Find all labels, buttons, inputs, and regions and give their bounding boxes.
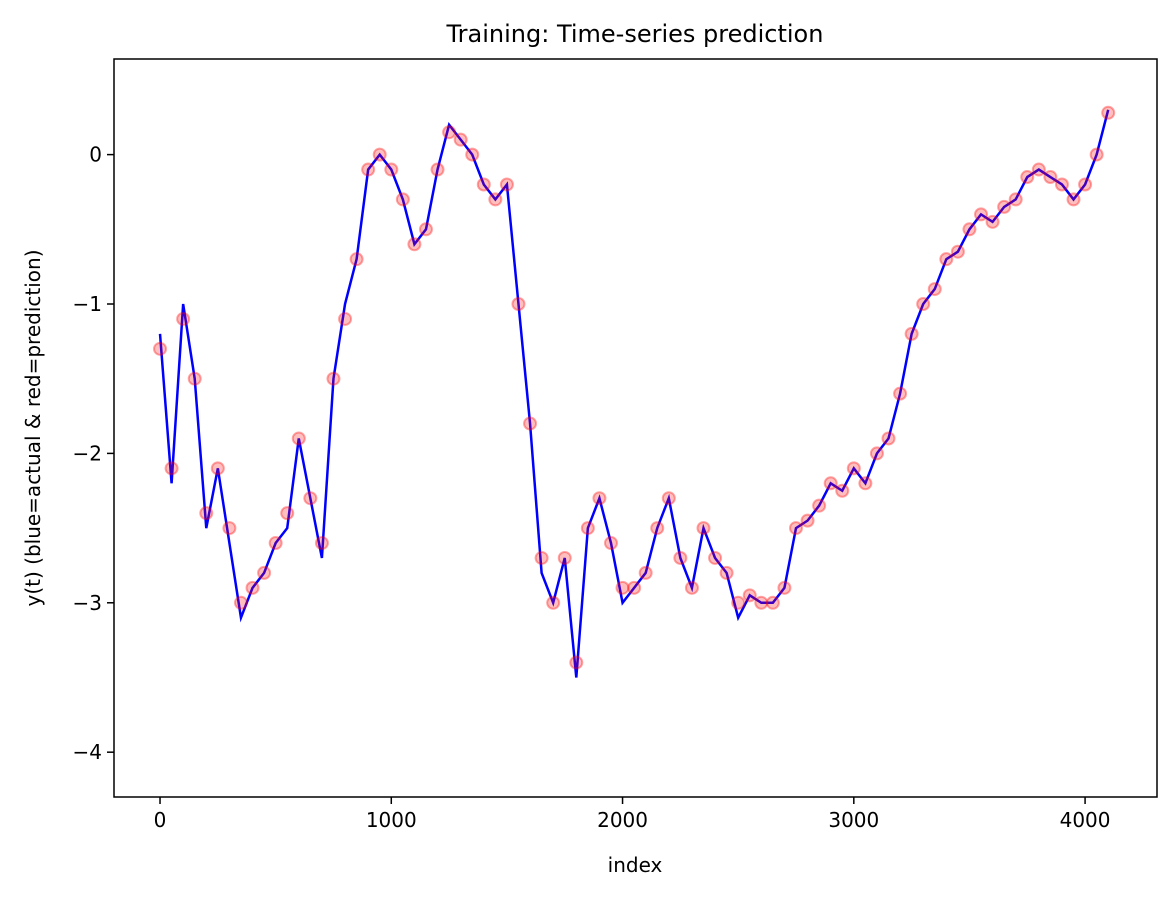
prediction-point	[893, 386, 908, 401]
prediction-point	[210, 461, 225, 476]
y-axis-label: y(t) (blue=actual & red=prediction)	[21, 249, 45, 606]
prediction-point	[731, 595, 746, 610]
prediction-point	[627, 580, 642, 595]
prediction-point	[303, 491, 318, 506]
prediction-point	[1054, 177, 1069, 192]
prediction-point	[742, 588, 757, 603]
prediction-point	[939, 252, 954, 267]
prediction-point	[291, 431, 306, 446]
prediction-point	[638, 565, 653, 580]
prediction-point	[927, 282, 942, 297]
prediction-point	[176, 311, 191, 326]
x-tick-label: 2000	[597, 808, 648, 832]
prediction-point	[1043, 170, 1058, 185]
prediction-point	[338, 311, 353, 326]
prediction-point	[615, 580, 630, 595]
x-tick-label: 1000	[366, 808, 417, 832]
prediction-point	[326, 371, 341, 386]
prediction-point	[800, 513, 815, 528]
prediction-point	[245, 580, 260, 595]
prediction-point	[314, 536, 329, 551]
prediction-point	[257, 565, 272, 580]
prediction-point	[754, 595, 769, 610]
prediction-point	[511, 297, 526, 312]
prediction-point	[199, 506, 214, 521]
prediction-point	[904, 326, 919, 341]
prediction-point	[523, 416, 538, 431]
prediction-point	[719, 565, 734, 580]
prediction-point	[1101, 105, 1116, 120]
prediction-point	[858, 476, 873, 491]
prediction-point	[442, 125, 457, 140]
prediction-point	[1089, 147, 1104, 162]
prediction-point	[788, 521, 803, 536]
prediction-point	[650, 521, 665, 536]
prediction-point	[280, 506, 295, 521]
prediction-point	[233, 595, 248, 610]
prediction-point	[1078, 177, 1093, 192]
prediction-point	[418, 222, 433, 237]
prediction-point	[395, 192, 410, 207]
prediction-point	[1031, 162, 1046, 177]
prediction-point	[869, 446, 884, 461]
prediction-point	[592, 491, 607, 506]
y-tick-label: −1	[73, 292, 102, 316]
prediction-point	[846, 461, 861, 476]
prediction-point	[453, 132, 468, 147]
prediction-point	[812, 498, 827, 513]
prediction-point	[187, 371, 202, 386]
prediction-point	[557, 550, 572, 565]
prediction-point	[1008, 192, 1023, 207]
prediction-point	[673, 550, 688, 565]
prediction-point	[222, 521, 237, 536]
actual-line	[158, 109, 1110, 678]
prediction-point	[823, 476, 838, 491]
prediction-point	[153, 341, 168, 356]
x-tick-label: 0	[154, 808, 167, 832]
prediction-point	[268, 536, 283, 551]
prediction-point	[569, 655, 584, 670]
prediction-point	[465, 147, 480, 162]
prediction-point	[361, 162, 376, 177]
chart-title: Training: Time-series prediction	[446, 20, 824, 48]
prediction-point	[997, 199, 1012, 214]
prediction-point	[950, 244, 965, 259]
prediction-point	[881, 431, 896, 446]
y-tick-label: −4	[73, 740, 102, 764]
prediction-point	[708, 550, 723, 565]
y-tick-label: 0	[89, 143, 102, 167]
prediction-point	[476, 177, 491, 192]
prediction-point	[499, 177, 514, 192]
prediction-point	[430, 162, 445, 177]
prediction-point	[661, 491, 676, 506]
prediction-point	[684, 580, 699, 595]
x-axis-label: index	[608, 853, 663, 877]
prediction-point	[372, 147, 387, 162]
prediction-point	[546, 595, 561, 610]
x-tick-label: 3000	[828, 808, 879, 832]
prediction-point	[488, 192, 503, 207]
prediction-point	[916, 297, 931, 312]
prediction-point	[384, 162, 399, 177]
prediction-point	[765, 595, 780, 610]
y-tick-label: −3	[73, 591, 102, 615]
prediction-point	[164, 461, 179, 476]
prediction-point	[962, 222, 977, 237]
plot-frame	[113, 58, 1158, 798]
prediction-point	[603, 536, 618, 551]
prediction-point	[349, 252, 364, 267]
prediction-point	[696, 521, 711, 536]
prediction-point	[985, 214, 1000, 229]
x-tick-label: 4000	[1060, 808, 1111, 832]
prediction-point	[1066, 192, 1081, 207]
prediction-point	[407, 237, 422, 252]
prediction-point	[835, 483, 850, 498]
prediction-point	[1020, 170, 1035, 185]
prediction-point	[974, 207, 989, 222]
prediction-point	[580, 521, 595, 536]
y-tick-label: −2	[73, 441, 102, 465]
prediction-point	[777, 580, 792, 595]
prediction-point	[534, 550, 549, 565]
